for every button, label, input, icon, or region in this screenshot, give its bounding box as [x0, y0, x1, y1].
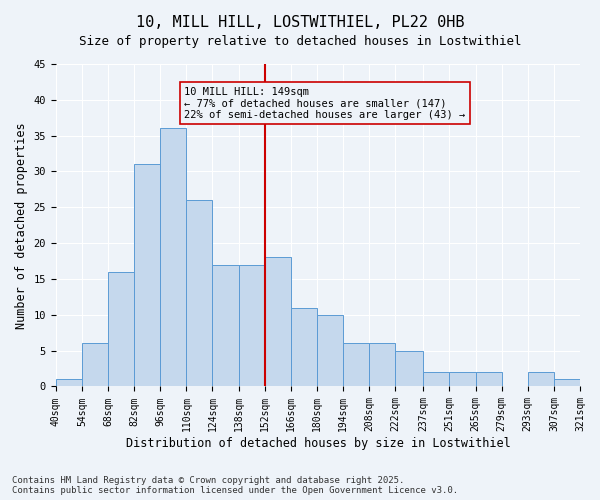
- Bar: [476, 372, 502, 386]
- Text: 10, MILL HILL, LOSTWITHIEL, PL22 0HB: 10, MILL HILL, LOSTWITHIEL, PL22 0HB: [136, 15, 464, 30]
- Bar: [187, 200, 212, 386]
- Bar: [108, 272, 134, 386]
- Bar: [134, 164, 160, 386]
- Bar: [449, 372, 476, 386]
- Bar: [265, 258, 291, 386]
- Text: Size of property relative to detached houses in Lostwithiel: Size of property relative to detached ho…: [79, 35, 521, 48]
- Bar: [369, 344, 395, 386]
- Bar: [317, 315, 343, 386]
- Text: 10 MILL HILL: 149sqm
← 77% of detached houses are smaller (147)
22% of semi-deta: 10 MILL HILL: 149sqm ← 77% of detached h…: [184, 86, 466, 120]
- Bar: [212, 264, 239, 386]
- Bar: [554, 380, 580, 386]
- Bar: [160, 128, 187, 386]
- X-axis label: Distribution of detached houses by size in Lostwithiel: Distribution of detached houses by size …: [125, 437, 510, 450]
- Bar: [82, 344, 108, 386]
- Bar: [56, 380, 82, 386]
- Bar: [528, 372, 554, 386]
- Bar: [239, 264, 265, 386]
- Bar: [343, 344, 369, 386]
- Bar: [423, 372, 449, 386]
- Bar: [395, 350, 423, 386]
- Text: Contains HM Land Registry data © Crown copyright and database right 2025.
Contai: Contains HM Land Registry data © Crown c…: [12, 476, 458, 495]
- Y-axis label: Number of detached properties: Number of detached properties: [15, 122, 28, 328]
- Bar: [291, 308, 317, 386]
